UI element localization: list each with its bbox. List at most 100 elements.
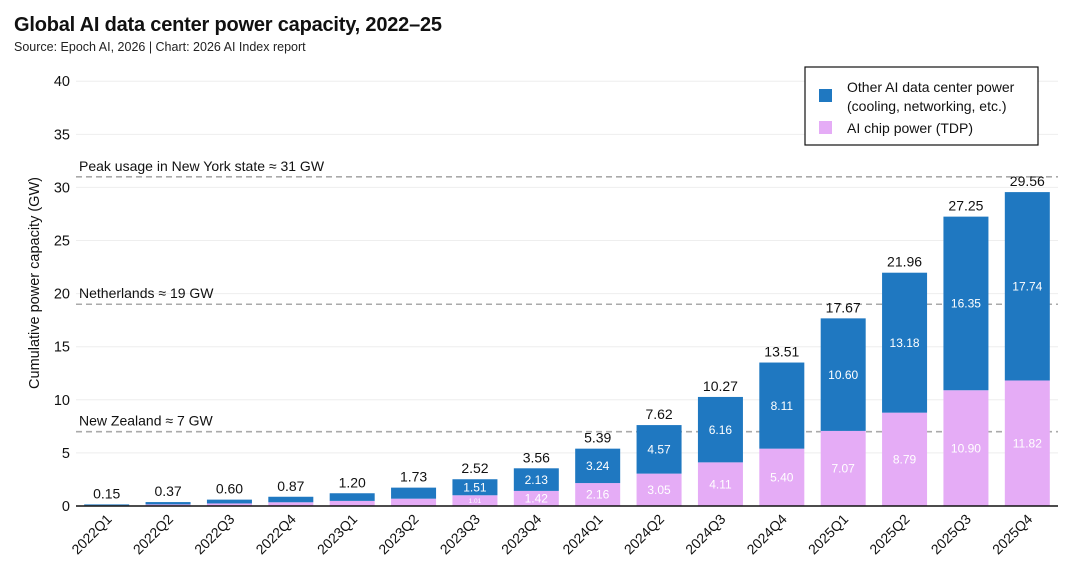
bar-other-power: [697, 396, 743, 463]
bar-total-label: 1.20: [339, 474, 366, 490]
bar-other-value-label: 2.13: [525, 473, 549, 487]
bar-other-power: [759, 362, 805, 449]
bar-chip-value-label: 7.07: [832, 462, 856, 476]
bar-total-label: 0.37: [154, 483, 181, 499]
x-tick-label: 2025Q4: [989, 511, 1036, 558]
y-tick-label: 10: [54, 393, 70, 409]
bar-chip-value-label: 4.11: [709, 477, 732, 491]
legend-label-chip: AI chip power (TDP): [847, 120, 973, 136]
bar-other-power: [943, 216, 989, 391]
bar-other-value-label: 3.24: [586, 459, 610, 473]
bar-other-power: [636, 425, 682, 474]
bar-total-label: 0.60: [216, 481, 243, 497]
legend-label-other: Other AI data center power: [847, 79, 1015, 95]
x-tick-label: 2024Q3: [682, 511, 729, 558]
bar-other-power: [820, 318, 866, 431]
x-tick-label: 2023Q1: [314, 511, 361, 558]
bar-chip-power: [943, 390, 989, 506]
bar-other-power: [513, 468, 559, 491]
legend-swatch-other: [819, 89, 832, 102]
y-tick-label: 25: [54, 234, 70, 250]
reference-lines: Peak usage in New York state ≈ 31 GW Neth…: [76, 158, 1058, 433]
bar-chip-value-label: 8.79: [893, 453, 917, 467]
y-axis-label: Cumulative power capacity (GW): [27, 177, 43, 389]
bar-other-value-label: 6.16: [709, 423, 733, 437]
bar-other-value-label: 10.60: [828, 368, 858, 382]
bar-total-label: 0.87: [277, 478, 304, 494]
legend-label-other: (cooling, networking, etc.): [847, 98, 1007, 114]
bar-chip-value-label: 5.40: [770, 471, 794, 485]
bar-other-value-label: 13.18: [890, 336, 920, 350]
y-tick-label: 15: [54, 340, 70, 356]
x-tick-label: 2023Q3: [437, 511, 484, 558]
bar-chip-power: [206, 503, 252, 506]
bar-total-label: 0.15: [93, 485, 120, 501]
legend: Other AI data center power (cooling, netw…: [804, 66, 1039, 146]
x-tick-label: 2024Q1: [559, 511, 606, 558]
bar-chip-power: [452, 495, 498, 506]
bar-total-label: 29.56: [1010, 173, 1045, 189]
y-tick-label: 5: [62, 446, 70, 462]
bar-chip-power: [1004, 380, 1050, 506]
bar-chip-value-label: 1.42: [525, 492, 549, 506]
y-tick-label: 35: [54, 127, 70, 143]
bar-chip-power: [391, 498, 437, 506]
legend-box: [804, 66, 1039, 146]
bar-other-power: [391, 487, 437, 499]
bar-other-power: [575, 448, 621, 484]
y-tick-label: 40: [54, 74, 70, 90]
x-tick-label: 2024Q2: [621, 511, 668, 558]
bar-chip-power: [268, 502, 314, 506]
bar-other-value-label: 8.11: [771, 399, 794, 413]
reference-line-label: New Zealand ≈ 7 GW: [79, 413, 214, 429]
x-tick-label: 2023Q2: [375, 511, 422, 558]
bar-total-label: 3.56: [523, 449, 550, 465]
bar-other-power: [1004, 192, 1050, 381]
chart-source: Source: Epoch AI, 2026 | Chart: 2026 AI …: [14, 40, 306, 54]
x-tick-label: 2024Q4: [743, 511, 790, 558]
x-tick-label: 2023Q4: [498, 511, 545, 558]
bar-other-power: [84, 504, 130, 506]
bar-chip-power: [882, 412, 928, 506]
bar-chip-power: [513, 490, 559, 506]
y-tick-label: 30: [54, 180, 70, 196]
bar-total-label: 10.27: [703, 378, 738, 394]
x-tick-label: 2025Q2: [866, 511, 913, 558]
reference-line-label: Peak usage in New York state ≈ 31 GW: [79, 158, 325, 174]
bar-total-label: 7.62: [645, 406, 672, 422]
bar-total-label: 27.25: [948, 198, 983, 214]
bar-chip-power: [329, 500, 375, 506]
legend-swatch-chip: [819, 121, 832, 134]
bar-other-power: [452, 479, 498, 496]
bar-chip-value-label: 3.05: [647, 483, 671, 497]
bar-chip-power: [697, 462, 743, 506]
bar-total-label: 1.73: [400, 469, 427, 485]
bar-other-value-label: 1.51: [463, 480, 487, 494]
bar-other-power: [329, 493, 375, 501]
bar-total-label: 13.51: [764, 344, 799, 360]
bar-other-value-label: 16.35: [951, 297, 981, 311]
bars: 0.15 0.37 0.60 0.87 1.20 1.73 1.01 1.51 2.52 1.42…: [84, 173, 1050, 506]
bar-chip-power: [636, 473, 682, 506]
x-tick-label: 2025Q3: [928, 511, 975, 558]
bar-chip-power: [759, 448, 805, 506]
bar-chip-value-label: 10.90: [951, 441, 981, 455]
x-tick-label: 2022Q4: [252, 511, 299, 558]
bar-chip-power: [575, 483, 621, 506]
bar-chip-power: [820, 430, 866, 506]
bar-other-power: [882, 272, 928, 413]
y-tick-label: 20: [54, 287, 70, 303]
x-tick-label: 2022Q3: [191, 511, 238, 558]
bar-total-label: 17.67: [826, 299, 861, 315]
bar-other-value-label: 4.57: [647, 443, 671, 457]
bar-other-power: [145, 502, 191, 505]
chart-title: Global AI data center power capacity, 20…: [14, 14, 442, 36]
y-tick-label: 0: [62, 499, 70, 515]
bar-chip-power: [145, 504, 191, 506]
x-tick-label: 2022Q1: [68, 511, 115, 558]
bar-total-label: 2.52: [461, 460, 488, 476]
bar-other-power: [206, 499, 252, 504]
x-tick-label: 2025Q1: [805, 511, 852, 558]
bar-chip-value-label: 11.82: [1013, 436, 1042, 450]
